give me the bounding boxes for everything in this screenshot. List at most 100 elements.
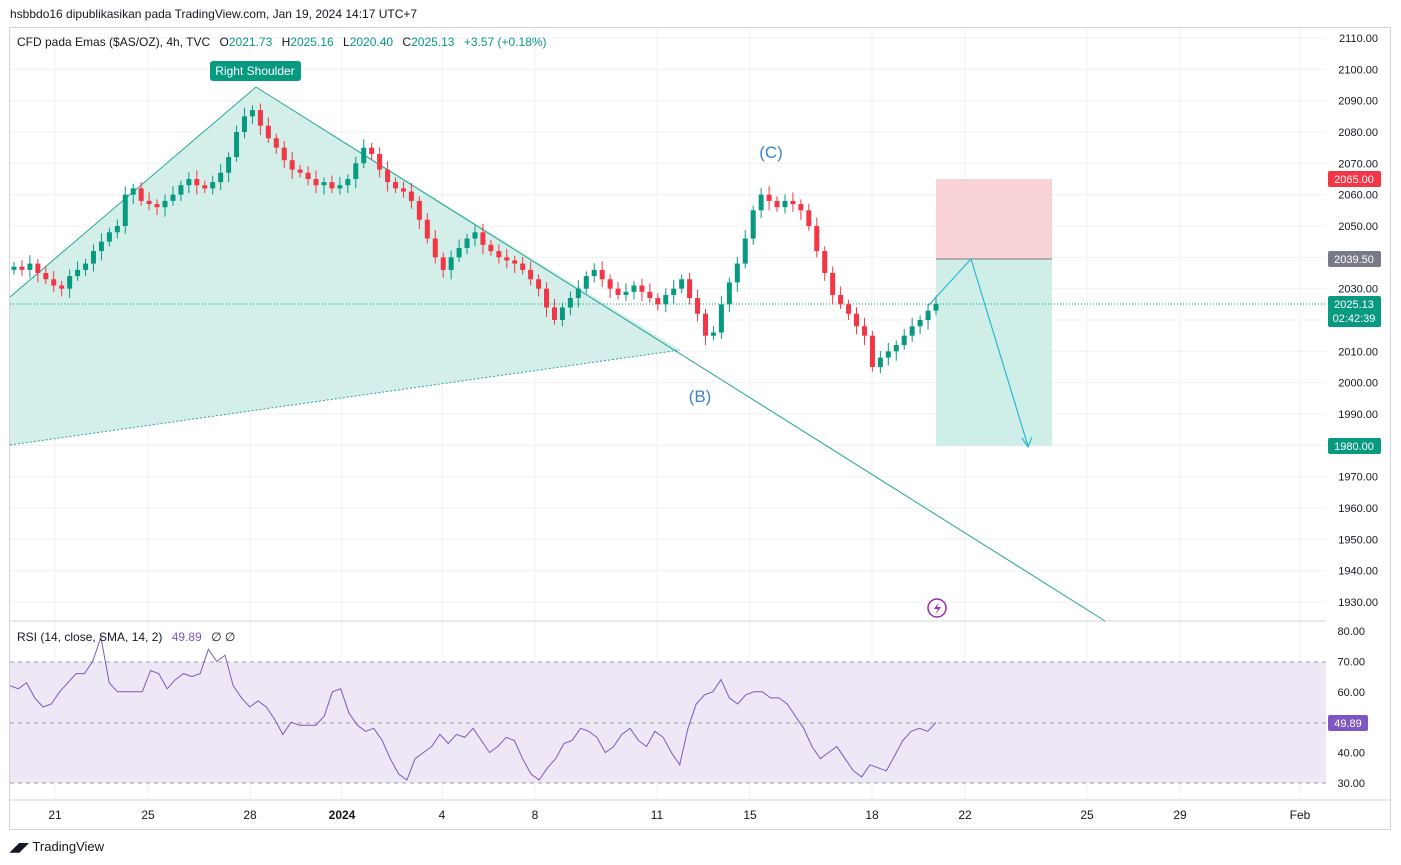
candle-body bbox=[194, 179, 200, 186]
candle-body bbox=[122, 194, 128, 226]
candle-body bbox=[559, 307, 565, 320]
candle-body bbox=[885, 351, 891, 358]
candle-body bbox=[75, 269, 81, 277]
candle-body bbox=[448, 257, 454, 270]
candle-body bbox=[400, 188, 406, 192]
candle-body bbox=[504, 257, 510, 261]
candle-body bbox=[933, 303, 939, 311]
last-price-tag bbox=[1328, 296, 1381, 327]
candle-body bbox=[313, 179, 319, 186]
candle-body bbox=[718, 304, 724, 333]
candle-body bbox=[496, 251, 502, 258]
candle-body bbox=[750, 210, 756, 239]
candle-body bbox=[607, 279, 613, 289]
candle-body bbox=[353, 163, 359, 179]
candle-body bbox=[917, 320, 923, 327]
candle-body bbox=[798, 204, 804, 211]
candle-body bbox=[758, 194, 764, 211]
risk-zone[interactable] bbox=[936, 179, 1052, 259]
candle-body bbox=[671, 288, 677, 295]
candle-body bbox=[790, 200, 796, 205]
rsi-legend[interactable]: RSI (14, close, SMA, 14, 2) 49.89 ∅ ∅ bbox=[17, 630, 235, 644]
low-value: 2020.40 bbox=[349, 35, 394, 49]
candle-body bbox=[742, 238, 748, 264]
stop-tag bbox=[1328, 171, 1381, 187]
candle-body bbox=[210, 182, 216, 189]
time-tick: 25 bbox=[1080, 808, 1094, 822]
candle-body bbox=[623, 291, 629, 295]
candle-body bbox=[472, 232, 478, 239]
time-tick: 11 bbox=[651, 808, 664, 822]
candle-body bbox=[567, 298, 573, 308]
candle-body bbox=[877, 357, 883, 367]
candle-body bbox=[369, 147, 375, 154]
close-value: 2025.13 bbox=[411, 35, 455, 49]
candle-body bbox=[19, 266, 25, 270]
candle-body bbox=[647, 291, 653, 299]
price-tick: 1990.00 bbox=[1338, 409, 1378, 421]
candle-body bbox=[98, 241, 104, 252]
candle-body bbox=[734, 263, 740, 283]
candle-body bbox=[265, 125, 271, 139]
reward-zone[interactable] bbox=[936, 259, 1052, 446]
candle-body bbox=[520, 263, 526, 270]
rsi-tag bbox=[1328, 715, 1368, 731]
candle-body bbox=[512, 260, 518, 264]
candle-body bbox=[234, 132, 240, 158]
candle-body bbox=[130, 188, 136, 195]
lightning-bolt bbox=[934, 602, 941, 615]
price-tick: 1940.00 bbox=[1338, 566, 1378, 578]
chart-frame bbox=[9, 27, 1391, 830]
candle-body bbox=[583, 276, 589, 289]
open-key: O bbox=[219, 35, 229, 49]
candle-body bbox=[464, 238, 470, 248]
candle-body bbox=[106, 232, 112, 242]
candle-body bbox=[377, 153, 383, 170]
rsi-tick: 30.00 bbox=[1337, 778, 1365, 790]
wave-b-label: (B) bbox=[689, 387, 712, 406]
pattern-area bbox=[10, 87, 680, 445]
price-tick: 1930.00 bbox=[1338, 597, 1378, 609]
candle-body bbox=[703, 313, 708, 336]
candle-body bbox=[329, 182, 335, 189]
tradingview-logo-icon[interactable]: ◢◤ bbox=[10, 839, 29, 854]
pattern-base-dotted bbox=[9, 349, 681, 446]
last-price-tag-text: 2025.13 bbox=[1334, 299, 1374, 311]
rsi-tick: 80.00 bbox=[1337, 626, 1365, 638]
candle-body bbox=[424, 219, 430, 239]
price-tick: 2060.00 bbox=[1338, 190, 1378, 202]
candle-body bbox=[806, 210, 812, 226]
candle-body bbox=[766, 194, 772, 201]
stop-tag-text: 2065.00 bbox=[1334, 174, 1374, 186]
symbol-legend[interactable]: CFD pada Emas ($AS/OZ), 4h, TVC O2021.73… bbox=[17, 35, 547, 49]
candle-body bbox=[385, 169, 391, 183]
high-key: H bbox=[281, 35, 291, 49]
time-tick: 25 bbox=[141, 808, 155, 822]
candle-body bbox=[27, 263, 33, 270]
price-tick: 2080.00 bbox=[1338, 127, 1378, 139]
right-shoulder-badge[interactable] bbox=[210, 61, 301, 81]
candle-body bbox=[114, 226, 120, 233]
rsi-tick: 70.00 bbox=[1337, 656, 1365, 668]
candle-body bbox=[242, 116, 247, 132]
candle-body bbox=[289, 160, 295, 170]
candle-body bbox=[345, 179, 351, 186]
candle-body bbox=[774, 200, 780, 208]
candle-body bbox=[687, 279, 693, 299]
close-key: C bbox=[402, 35, 412, 49]
wave-c-label: (C) bbox=[759, 143, 783, 162]
time-tick: 18 bbox=[865, 808, 879, 822]
candle-body bbox=[695, 298, 701, 314]
rsi-visibility-icons[interactable]: ∅ ∅ bbox=[211, 630, 236, 644]
candle-body bbox=[178, 185, 184, 195]
rsi-tick: 60.00 bbox=[1337, 687, 1365, 699]
candle-body bbox=[536, 279, 542, 289]
symbol-name: CFD pada Emas ($AS/OZ), 4h, TVC bbox=[17, 35, 211, 49]
price-tick: 2010.00 bbox=[1338, 346, 1378, 358]
candle-body bbox=[655, 298, 661, 305]
candle-body bbox=[528, 269, 534, 280]
candle-body bbox=[631, 285, 637, 292]
candle-body bbox=[321, 182, 327, 186]
